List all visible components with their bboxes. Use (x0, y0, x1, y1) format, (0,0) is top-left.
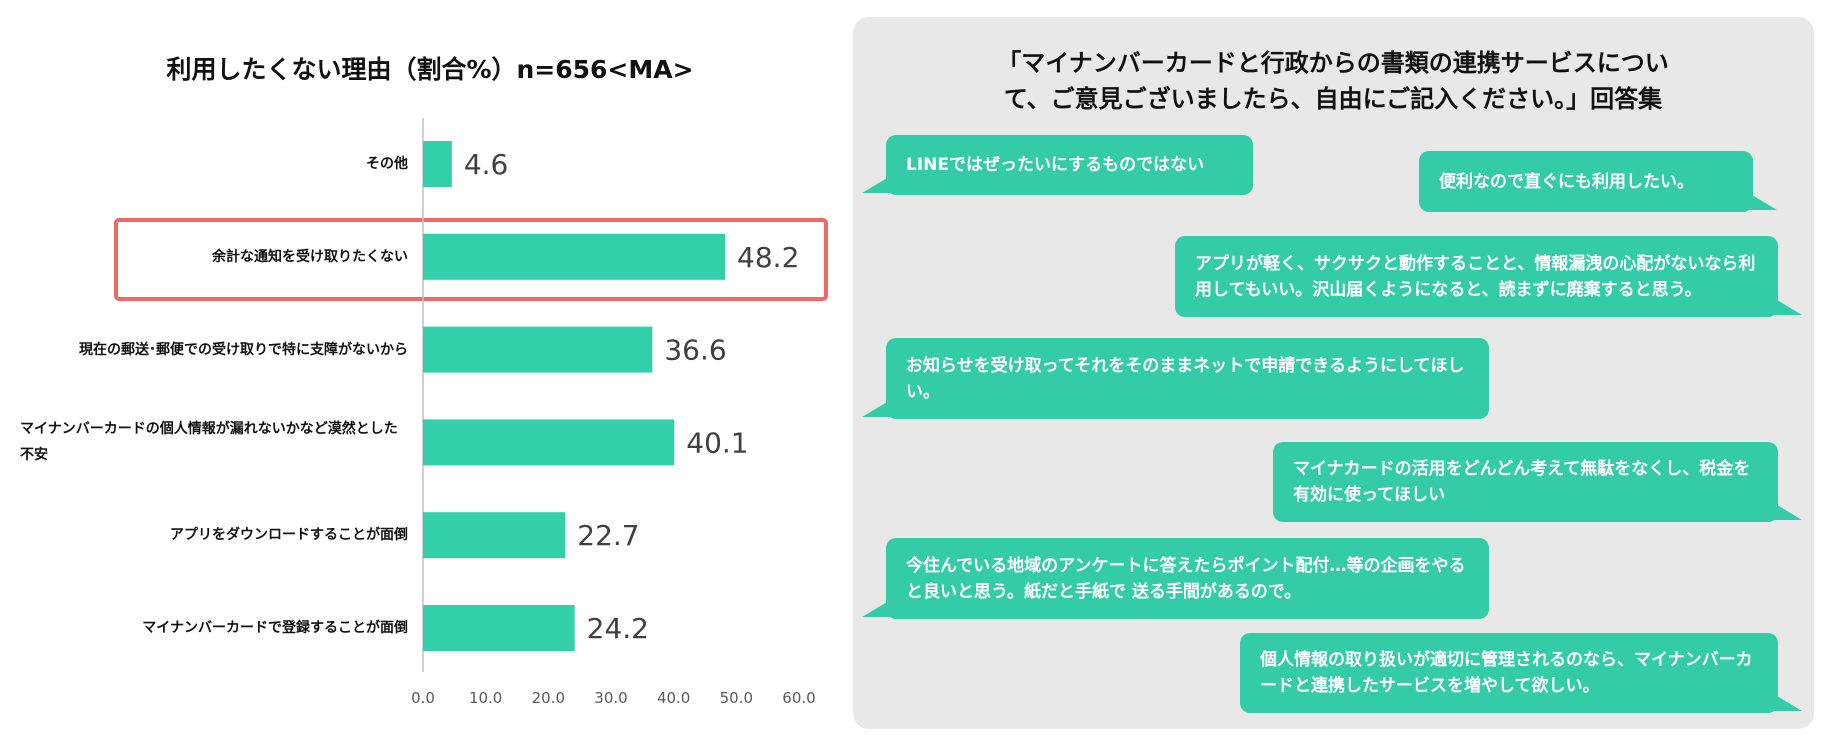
bubble-tail (862, 599, 892, 617)
tail-shape (1772, 502, 1802, 520)
bar (423, 141, 452, 187)
highlight-box (114, 218, 828, 301)
comment-bubble: お知らせを受け取ってそれをそのままネットで申請できるようにしてほしい。 (862, 338, 1489, 419)
comment-bubble: マイナカードの活用をどんどん考えて無駄をなくし、税金を有効に使ってほしい (1273, 442, 1802, 522)
tail-shape (862, 599, 892, 617)
x-tick-label: 10.0 (469, 689, 502, 707)
chart-title: 利用したくない理由（割合%）n=656<MA> (166, 55, 694, 84)
tail-shape (862, 399, 892, 417)
bar (423, 326, 653, 373)
value-label: 22.7 (577, 519, 639, 552)
bubble-tail (1772, 502, 1802, 520)
bubble-tail (1747, 192, 1777, 210)
category-text: マイナンバーカードの個人情報が漏れないかなど漠然とした不安 (20, 421, 398, 464)
bubble-tail (1772, 297, 1802, 315)
bar (423, 233, 726, 280)
bubble-tail (1772, 693, 1802, 711)
tail-shape (1747, 192, 1777, 210)
tail-shape (1772, 297, 1802, 315)
bubble-tail (862, 399, 892, 417)
value-label: 24.2 (587, 612, 649, 645)
value-label: 40.1 (686, 426, 748, 459)
tail-shape (1772, 693, 1802, 711)
category-text: マイナンバーカードで登録することが面倒 (142, 620, 408, 636)
value-label: 36.6 (664, 334, 726, 367)
category-label: マイナンバーカードで登録することが面倒 (20, 598, 408, 658)
category-label: マイナンバーカードの個人情報が漏れないかなど漠然とした不安 (20, 412, 408, 472)
x-tick-label: 30.0 (594, 689, 627, 707)
comments-panel: 「マイナンバーカードと行政からの書類の連携サービスについて、ご意見ございましたら… (853, 17, 1814, 729)
comment-bubble: 今住んでいる地域のアンケートに答えたらポイント配付…等の企画をやると良いと思う。… (862, 538, 1489, 619)
comment-bubble: LINEではぜったいにするものではない (862, 135, 1253, 195)
comment-bubble: 個人情報の取り扱いが適切に管理されるのなら、マイナンバーカードと連携したサービス… (1240, 633, 1802, 713)
category-text: その他 (366, 156, 408, 172)
x-tick-label: 0.0 (411, 689, 435, 707)
chart: 0.0 10.0 20.0 30.0 40.0 50.0 60.0 4.6 48.2 36.6 40… (114, 118, 828, 707)
category-text: アプリをダウンロードすることが面倒 (170, 527, 408, 544)
category-text: 現在の郵送･郵便での受け取りで特に支障がないから (79, 341, 408, 358)
value-label: 48.2 (737, 241, 799, 274)
bar (423, 419, 675, 466)
panel-title: 「マイナンバーカードと行政からの書類の連携サービスについて、ご意見ございましたら… (997, 49, 1669, 113)
category-label: その他 (20, 134, 408, 194)
category-label: アプリをダウンロードすることが面倒 (20, 505, 408, 565)
x-tick-label: 40.0 (657, 689, 690, 707)
x-tick-label: 50.0 (720, 689, 753, 707)
bar (423, 512, 566, 559)
x-tick-label: 20.0 (532, 689, 565, 707)
bubble-tail (862, 175, 892, 193)
x-tick-label: 60.0 (782, 689, 815, 707)
category-label: 現在の郵送･郵便での受け取りで特に支障がないから (20, 320, 408, 380)
comment-bubble: アプリが軽く、サクサクと動作することと、情報漏洩の心配がないなら利用してもいい。… (1175, 236, 1802, 317)
category-label: 余計な通知を受け取りたくない (20, 227, 408, 287)
tail-shape (862, 175, 892, 193)
value-label: 4.6 (464, 148, 509, 181)
bar (423, 605, 575, 651)
category-text: 余計な通知を受け取りたくない (212, 248, 408, 265)
comment-bubble: 便利なので直ぐにも利用したい。 (1419, 151, 1777, 212)
